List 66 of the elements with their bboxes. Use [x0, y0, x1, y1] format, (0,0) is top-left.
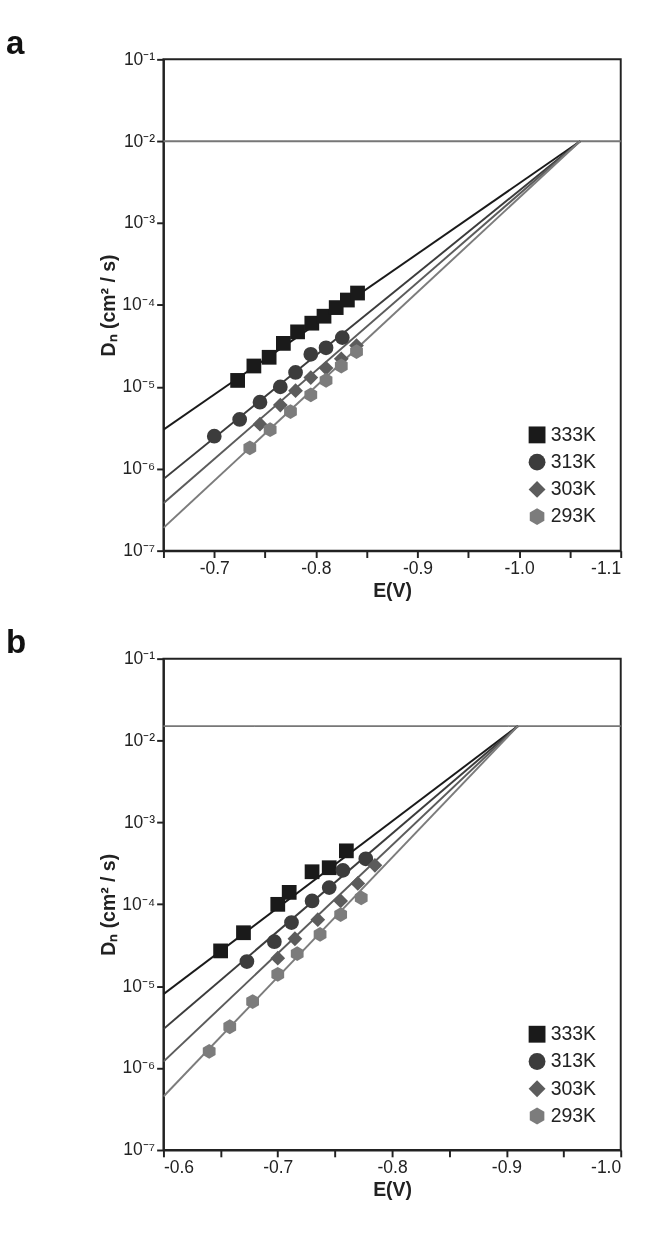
x-tick-label: -1.0 [591, 1156, 622, 1177]
y-axis-title: Dₙ (cm² / s) [96, 254, 119, 357]
y-tick-label: 10⁻⁷ [123, 540, 156, 561]
point [252, 416, 268, 432]
y-tick-label: 10⁻⁶ [122, 458, 156, 479]
legend-label: 293K [550, 504, 597, 527]
point [303, 346, 319, 362]
legend-label: 333K [550, 422, 597, 445]
y-tick-label: 10⁻² [123, 130, 156, 151]
point [230, 373, 246, 388]
y-tick-label: 10⁻⁵ [122, 376, 156, 397]
point [206, 428, 222, 444]
chart-title: a [6, 23, 26, 61]
point [272, 397, 288, 413]
point [284, 404, 297, 419]
point [288, 365, 303, 380]
y-tick-label: 10⁻⁵ [122, 975, 156, 996]
point [246, 358, 262, 374]
point [350, 285, 365, 301]
y-tick-label: 10⁻⁷ [123, 1139, 156, 1160]
legend-label: 303K [550, 1076, 597, 1099]
legend-label: 303K [550, 477, 597, 500]
legend-label: 313K [550, 1049, 597, 1072]
x-tick-label: -1.0 [504, 557, 535, 578]
point [350, 344, 363, 359]
x-tick-label: -0.8 [377, 1156, 408, 1177]
point [261, 349, 277, 365]
legend-label: 313K [550, 449, 597, 472]
x-tick-label: -0.8 [301, 557, 332, 578]
y-tick-label: 10⁻³ [123, 212, 156, 233]
x-tick-label: -0.6 [163, 1156, 195, 1177]
x-axis-title: E(V) [373, 1178, 413, 1201]
point [252, 394, 268, 410]
point [232, 412, 248, 427]
point [318, 340, 334, 356]
point [288, 383, 303, 399]
y-tick-label: 10⁻⁴ [122, 893, 156, 914]
point [290, 324, 305, 340]
y-tick-label: 10⁻² [123, 729, 156, 750]
point [275, 336, 291, 351]
y-tick-label: 10⁻¹ [123, 48, 156, 69]
x-axis-title: E(V) [373, 578, 413, 601]
point [272, 379, 288, 395]
x-tick-label: -1.1 [591, 557, 622, 578]
x-tick-label: -0.9 [402, 557, 434, 578]
y-tick-label: 10⁻³ [123, 811, 156, 832]
y-tick-label: 10⁻⁴ [122, 294, 156, 315]
point [304, 387, 318, 403]
point [334, 358, 348, 374]
point [316, 308, 332, 324]
legend-label: 333K [550, 1022, 597, 1045]
point [334, 330, 350, 345]
chart-title: b [6, 622, 27, 660]
point [303, 370, 319, 385]
point [263, 422, 277, 438]
y-tick-label: 10⁻¹ [123, 648, 156, 669]
point [318, 360, 334, 376]
point [243, 440, 257, 456]
y-tick-label: 10⁻⁶ [122, 1057, 156, 1078]
x-tick-label: -0.9 [491, 1156, 522, 1177]
point [304, 315, 320, 331]
x-tick-label: -0.7 [263, 1156, 294, 1177]
legend-label: 293K [550, 1103, 597, 1126]
x-tick-label: -0.7 [199, 557, 230, 578]
point [319, 373, 333, 388]
y-axis-title: Dₙ (cm² / s) [96, 853, 119, 956]
